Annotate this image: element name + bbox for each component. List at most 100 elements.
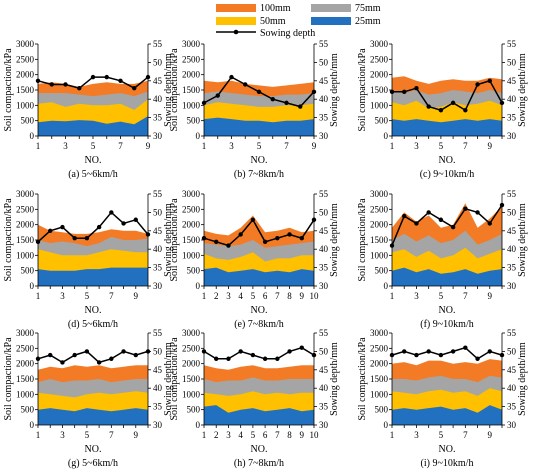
panel-caption: (f) 9~10km/h <box>420 319 473 330</box>
sowing-depth-point <box>487 78 492 84</box>
y-tick-label: 2000 <box>182 359 201 369</box>
sowing-depth-point <box>463 108 468 113</box>
sowing-depth-point <box>145 232 151 237</box>
y-tick-label: 2000 <box>370 70 389 80</box>
y-tick-label: 3000 <box>370 39 389 49</box>
x-tick-label: 9 <box>488 141 493 151</box>
x-tick-label: 1 <box>202 291 207 301</box>
x-tick-label: 10 <box>310 430 320 440</box>
x-axis-title: NO. <box>85 155 102 166</box>
panel-caption: (i) 9~10km/h <box>421 458 474 469</box>
y-tick-label: 500 <box>187 116 201 126</box>
x-tick-label: 9 <box>134 430 139 440</box>
sowing-depth-point <box>275 235 280 241</box>
line-series-sowing-depth <box>37 211 149 243</box>
y2-tick-label: 55 <box>319 328 329 338</box>
sowing-depth-point <box>438 352 444 358</box>
y2-tick-label: 30 <box>507 420 517 430</box>
y-tick-label: 1000 <box>16 389 35 399</box>
line-series-sowing-depth <box>392 79 503 112</box>
y-tick-label: 0 <box>196 131 201 141</box>
x-tick-label: 4 <box>238 291 243 301</box>
sowing-depth-point <box>72 235 77 241</box>
x-tick-label: 3 <box>60 430 65 440</box>
y2-tick-label: 45 <box>319 226 329 236</box>
y-tick-label: 3000 <box>16 328 35 338</box>
y2-tick-label: 55 <box>507 328 517 338</box>
x-tick-label: 3 <box>414 141 419 151</box>
y-tick-label: 2500 <box>370 54 389 64</box>
y-tick-label: 1000 <box>370 250 389 260</box>
y-tick-label: 0 <box>30 281 35 291</box>
sowing-depth-point <box>450 100 456 106</box>
sowing-depth-point <box>270 97 275 102</box>
sowing-depth-point <box>226 356 231 361</box>
sowing-depth-point <box>72 352 77 358</box>
sowing-depth-point <box>229 74 234 80</box>
y-tick-label: 0 <box>384 420 389 430</box>
sowing-depth-point <box>214 239 219 245</box>
y2-tick-label: 30 <box>153 131 163 141</box>
y2-tick-label: 30 <box>319 131 329 141</box>
sowing-depth-point <box>450 349 456 354</box>
sowing-depth-point <box>35 78 41 84</box>
y-tick-label: 1000 <box>16 100 35 110</box>
x-axis-title: NO. <box>439 444 456 455</box>
y2-tick-label: 55 <box>319 189 329 199</box>
y-tick-label: 0 <box>30 420 35 430</box>
y2-axis-title: Sowing depth/mm <box>517 342 528 416</box>
y-tick-label: 1500 <box>16 235 35 245</box>
y-tick-label: 2000 <box>16 70 35 80</box>
y2-tick-label: 55 <box>319 39 329 49</box>
area-series-25mm <box>204 405 314 425</box>
x-tick-label: 4 <box>238 430 243 440</box>
y-tick-label: 1000 <box>182 389 201 399</box>
y-tick-label: 2500 <box>16 204 35 214</box>
sowing-depth-point <box>463 206 468 211</box>
x-tick-label: 1 <box>36 430 41 440</box>
sowing-depth-point <box>463 345 468 350</box>
y-tick-label: 3000 <box>16 189 35 199</box>
x-tick-label: 9 <box>134 291 139 301</box>
y2-tick-label: 35 <box>319 263 329 273</box>
x-tick-label: 3 <box>414 430 419 440</box>
sowing-depth-point <box>287 349 292 354</box>
area-series-25mm <box>38 267 148 286</box>
sowing-depth-point <box>118 78 123 84</box>
x-axis-title: NO. <box>439 155 456 166</box>
y-tick-label: 1500 <box>370 374 389 384</box>
area-series-25mm <box>38 408 148 425</box>
y2-axis-title: Sowing depth/mm <box>329 342 340 416</box>
sowing-depth-point <box>262 239 268 245</box>
x-tick-label: 5 <box>85 291 90 301</box>
y-tick-label: 1500 <box>182 374 201 384</box>
panel-caption: (c) 9~10km/h <box>420 169 475 180</box>
y2-tick-label: 40 <box>507 94 517 104</box>
legend-label: 75mm <box>355 3 381 14</box>
sowing-depth-point <box>414 352 419 358</box>
legend-swatch-50mm <box>216 17 256 25</box>
sowing-depth-point <box>104 74 109 80</box>
sowing-depth-point <box>402 349 407 354</box>
panel-caption: (e) 7~8km/h <box>234 319 284 330</box>
x-tick-label: 3 <box>226 291 231 301</box>
x-tick-label: 5 <box>439 141 444 151</box>
y2-tick-label: 40 <box>507 244 517 254</box>
y2-tick-label: 55 <box>153 39 163 49</box>
y-axis-title: Soil compaction/kPa <box>357 198 368 282</box>
x-tick-label: 5 <box>251 430 256 440</box>
y-tick-label: 2500 <box>182 343 201 353</box>
sowing-depth-point <box>132 85 137 91</box>
y-tick-label: 500 <box>187 405 201 415</box>
y-axis-title: Soil compaction/kPa <box>169 48 180 132</box>
sowing-depth-point <box>60 360 65 365</box>
y-tick-label: 2000 <box>370 220 389 230</box>
x-tick-label: 9 <box>488 291 493 301</box>
sowing-depth-point <box>243 82 248 87</box>
y2-tick-label: 30 <box>153 281 163 291</box>
y2-axis-title: Sowing depth/mm <box>163 53 174 127</box>
x-tick-label: 7 <box>275 430 280 440</box>
sowing-depth-point <box>299 235 304 241</box>
